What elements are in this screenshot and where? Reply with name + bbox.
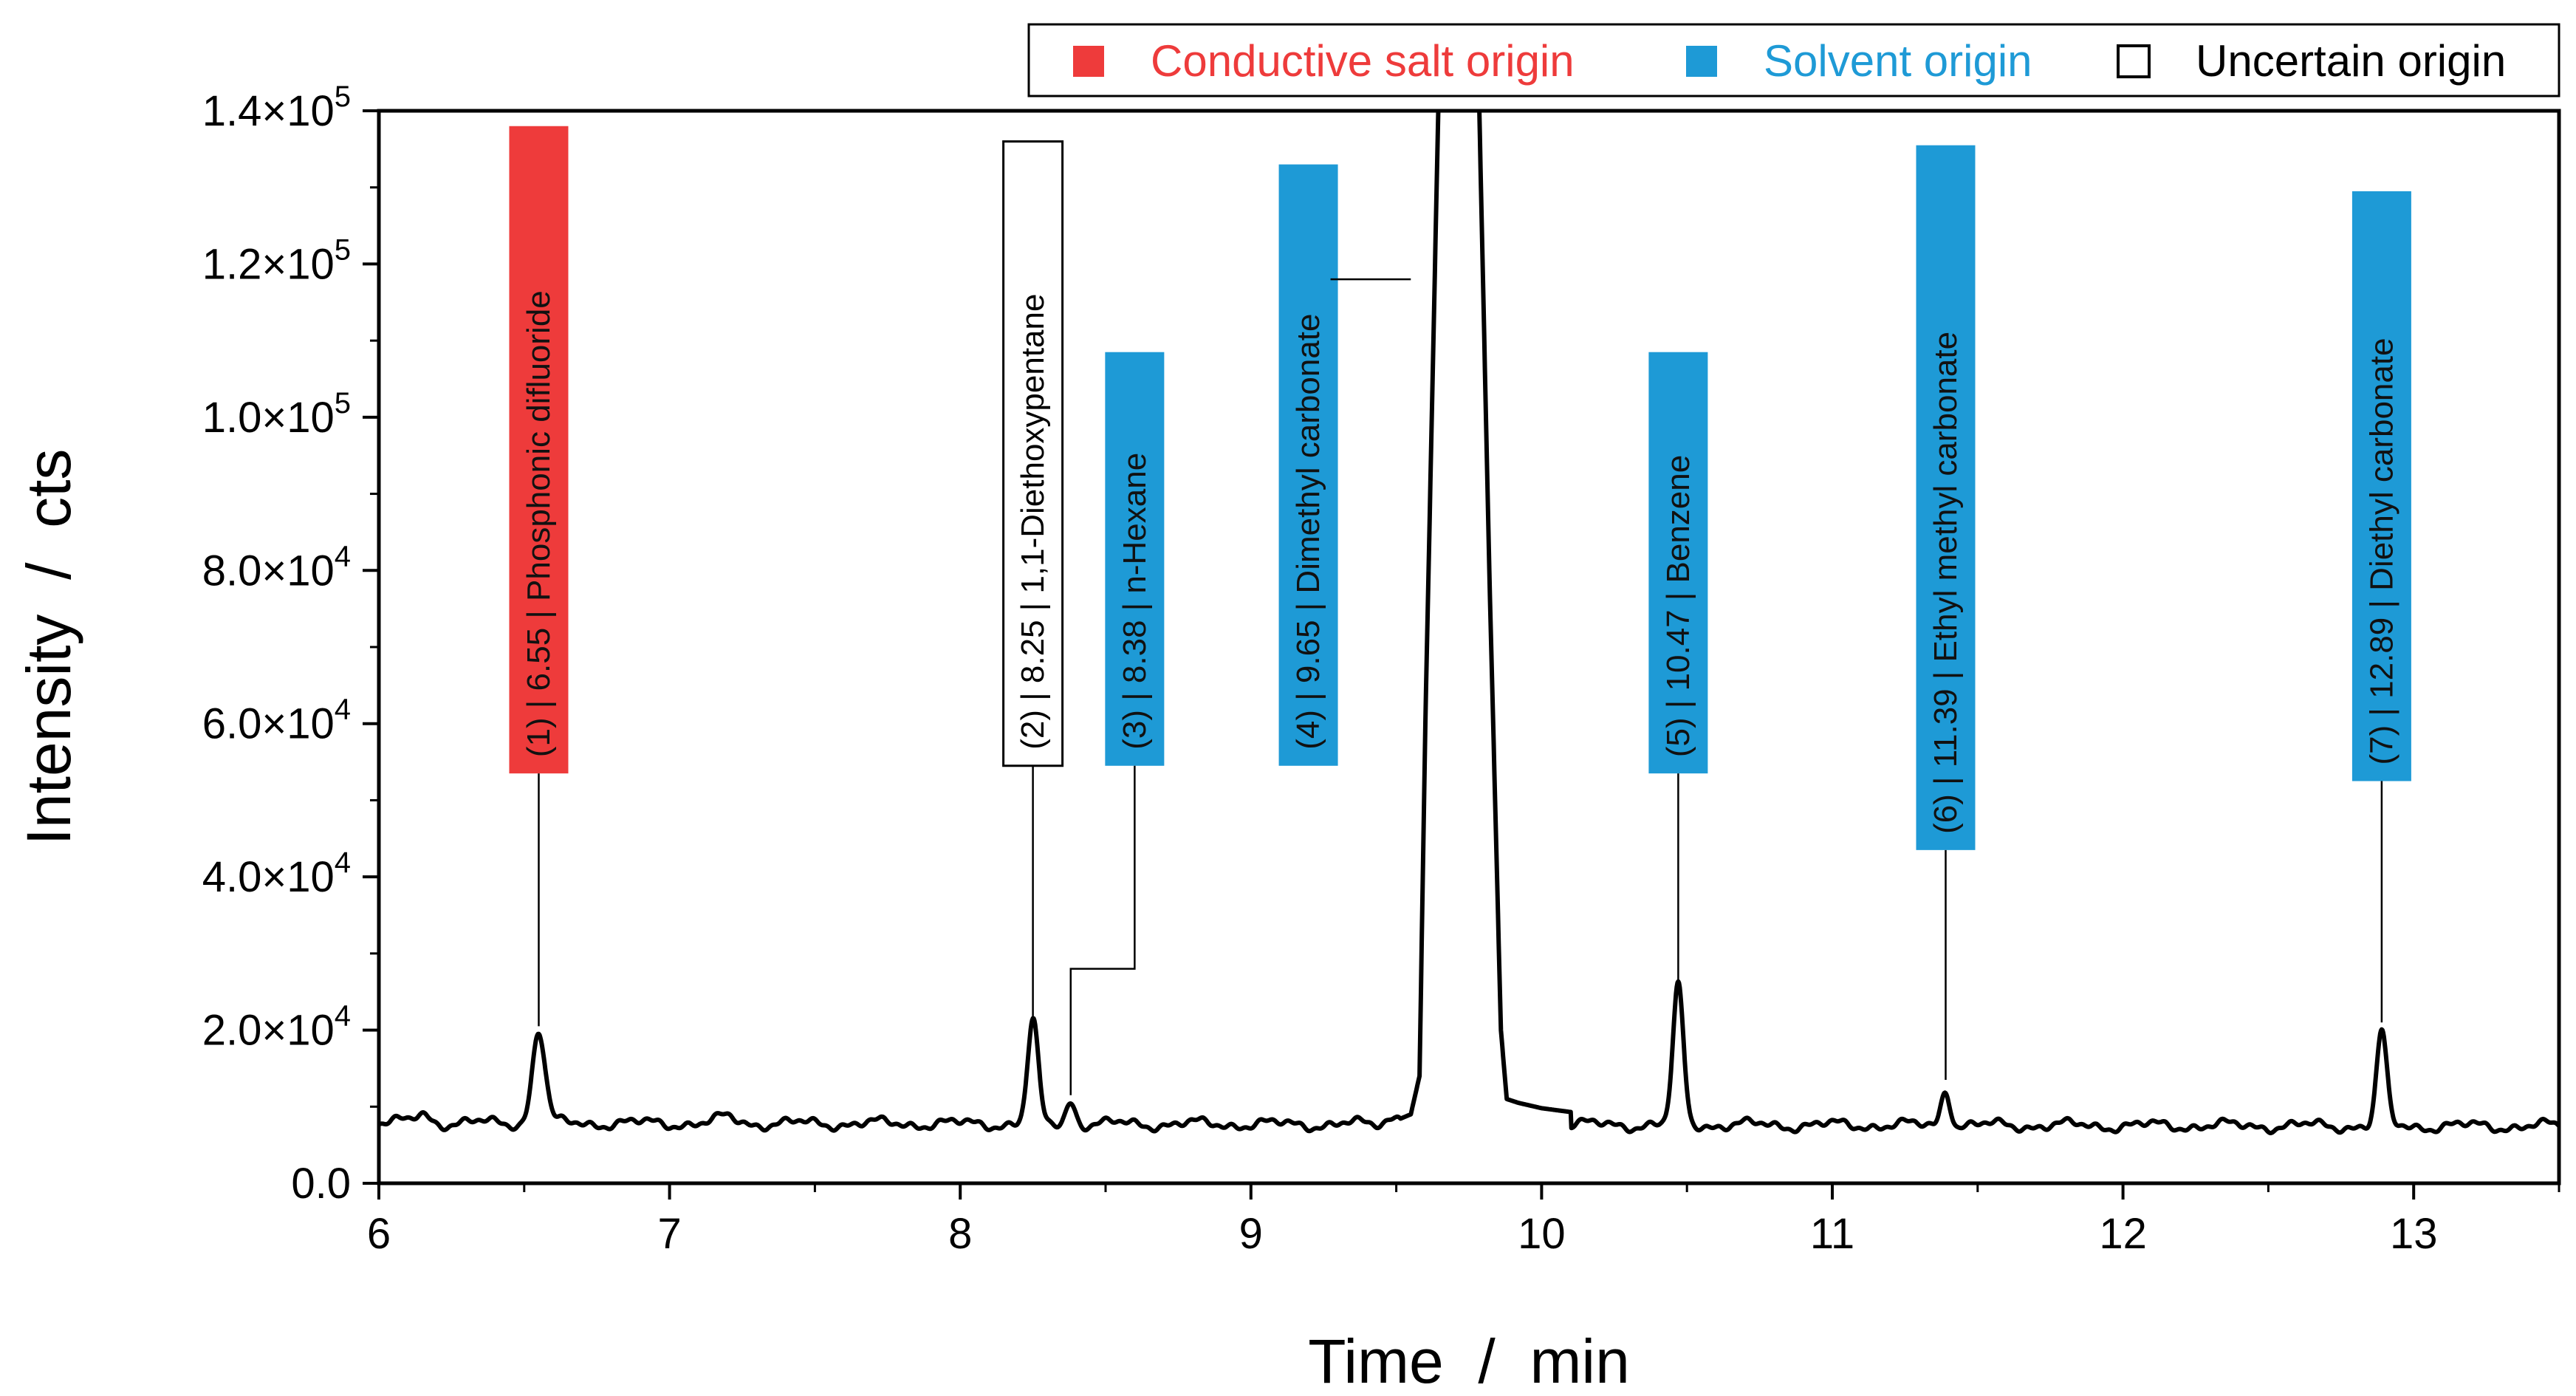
annotation-box — [509, 126, 569, 774]
annotation-label: (6) | 11.39 | Ethyl methyl carbonate — [1928, 332, 1964, 834]
legend-label-solvent: Solvent origin — [1764, 36, 2032, 86]
legend-label-uncertain: Uncertain origin — [2196, 36, 2506, 86]
peak-annotation-6: (6) | 11.39 | Ethyl methyl carbonate — [1916, 145, 1976, 1080]
annotation-label: (3) | 8.38 | n-Hexane — [1117, 453, 1153, 750]
legend-swatch-uncertain — [2117, 44, 2151, 78]
plot-frame — [377, 109, 2561, 1185]
y-tick-label: 1.4×105 — [202, 81, 351, 135]
annotation-box — [1002, 140, 1064, 767]
x-tick-label: 11 — [1810, 1210, 1854, 1258]
peak-annotation-7: (7) | 12.89 | Diethyl carbonate — [2351, 191, 2411, 1023]
annotation-box — [2351, 191, 2411, 781]
x-tick-label: 7 — [657, 1210, 681, 1258]
y-tick-label: 0.0 — [291, 1160, 351, 1208]
peak-annotation-5: (5) | 10.47 | Benzene — [1648, 352, 1708, 985]
annotation-leader — [1069, 765, 1136, 1095]
y-axis-title: Intensity / cts — [14, 449, 83, 846]
annotation-label: (2) | 8.25 | 1,1-Diethoxypentane — [1015, 294, 1051, 750]
peak-annotation-2: (2) | 8.25 | 1,1-Diethoxypentane — [1002, 140, 1064, 1019]
y-tick-label: 8.0×104 — [202, 540, 351, 595]
y-tick-label: 1.0×105 — [202, 387, 351, 442]
x-tick-label: 10 — [1518, 1210, 1566, 1258]
annotation-label: (4) | 9.65 | Dimethyl carbonate — [1290, 314, 1326, 750]
x-tick-label: 8 — [948, 1210, 972, 1258]
legend-swatch-salt — [1073, 46, 1104, 77]
y-tick-label: 4.0×104 — [202, 846, 351, 901]
peak-annotation-1: (1) | 6.55 | Phosphonic difluoride — [509, 126, 569, 1027]
annotation-box — [1278, 164, 1338, 766]
y-tick-label: 2.0×104 — [202, 1000, 351, 1055]
series-line-chromatogram — [379, 111, 2559, 1135]
peak-annotation-3: (3) | 8.38 | n-Hexane — [1069, 352, 1165, 1095]
y-tick-label: 6.0×104 — [202, 694, 351, 748]
x-tick-label: 12 — [2099, 1210, 2147, 1258]
annotation-label: (5) | 10.47 | Benzene — [1660, 455, 1696, 757]
annotation-label: (1) | 6.55 | Phosphonic difluoride — [521, 290, 557, 757]
legend-box — [1027, 23, 2560, 97]
peak-annotation-4: (4) | 9.65 | Dimethyl carbonate — [1278, 164, 1411, 766]
annotation-box — [1105, 352, 1165, 766]
x-tick-label: 9 — [1239, 1210, 1263, 1258]
legend-swatch-solvent — [1686, 46, 1717, 77]
y-tick-label: 1.2×105 — [202, 233, 351, 288]
x-tick-label: 6 — [367, 1210, 391, 1258]
annotation-label: (7) | 12.89 | Diethyl carbonate — [2363, 338, 2399, 764]
legend: Conductive salt origin Solvent origin Unce… — [1027, 23, 2560, 97]
annotation-box — [1916, 145, 1976, 850]
annotation-box — [1648, 352, 1708, 774]
x-axis-title: Time / min — [1308, 1327, 1630, 1396]
x-tick-label: 13 — [2390, 1210, 2438, 1258]
legend-label-salt: Conductive salt origin — [1151, 36, 1575, 86]
